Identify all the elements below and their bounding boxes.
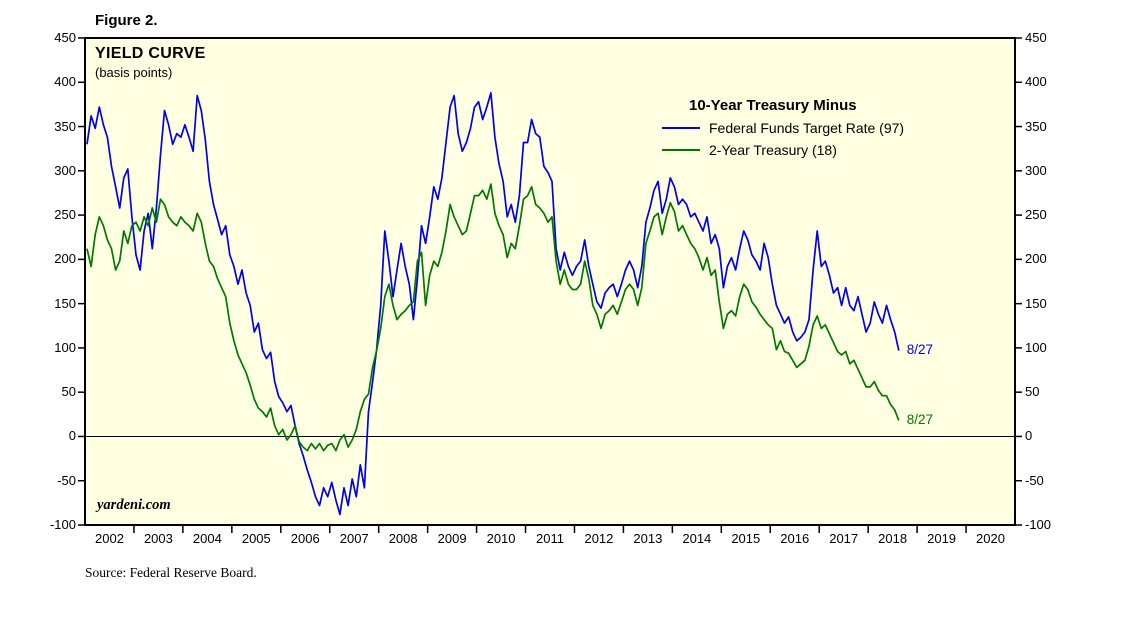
x-tick-label: 2009 [437, 531, 467, 546]
y-tick-label-left: 250 [54, 207, 76, 223]
watermark-yardeni: yardeni.com [97, 497, 171, 513]
y-tick-label-right: 100 [1025, 339, 1047, 355]
plot-border [84, 37, 1016, 526]
y-tick-label-left: 200 [54, 251, 76, 267]
y-tick-label-right: 400 [1025, 74, 1047, 90]
y-tick-label-right: 150 [1025, 295, 1047, 311]
series-line-1 [86, 183, 900, 452]
y-tick-label-right: 350 [1025, 118, 1047, 134]
chart-title: YIELD CURVE [95, 45, 206, 62]
y-tick-label-right: 450 [1025, 30, 1047, 45]
y-tick-label-right: -50 [1025, 472, 1044, 488]
figure-label: Figure 2. [95, 12, 158, 29]
x-tick-label: 2002 [95, 531, 124, 546]
x-tick-label: 2010 [486, 531, 516, 546]
source-note: Source: Federal Reserve Board. [85, 565, 257, 580]
y-tick-label-right: 0 [1025, 428, 1033, 444]
y-tick-label-right: 50 [1025, 384, 1040, 400]
x-tick-label: 2015 [731, 531, 761, 546]
y-tick-label-left: 0 [68, 428, 76, 444]
x-tick-label: 2007 [339, 531, 369, 546]
legend: 10-Year Treasury Minus Federal Funds Tar… [662, 97, 904, 161]
legend-item-label-fed-funds: Federal Funds Target Rate (97) [709, 120, 905, 136]
x-tick-label: 2017 [829, 531, 859, 546]
legend-item-label-2-year: 2-Year Treasury (18) [709, 142, 837, 158]
y-tick-label-left: -50 [57, 472, 76, 488]
y-tick-label-right: 300 [1025, 162, 1047, 178]
y-tick-label-right: 200 [1025, 251, 1047, 267]
legend-title: 10-Year Treasury Minus [689, 97, 857, 114]
y-tick-label-left: 150 [54, 295, 76, 311]
y-tick-label-left: 350 [54, 118, 76, 134]
y-tick-label-left: 100 [54, 339, 76, 355]
x-tick-label: 2004 [192, 531, 222, 546]
x-tick-label: 2013 [633, 531, 663, 546]
chart-subtitle: (basis points) [95, 65, 173, 80]
x-tick-label: 2006 [290, 531, 320, 546]
series-end-date-label-green: 8/27 [906, 411, 934, 427]
blue-line-swatch-icon [662, 127, 700, 129]
y-tick-label-left: 50 [61, 384, 76, 400]
x-tick-label: 2014 [682, 531, 712, 546]
x-tick-label: 2012 [584, 531, 614, 546]
y-tick-label-left: -100 [49, 517, 76, 532]
y-tick-label-left: 450 [54, 30, 76, 45]
green-line-swatch-icon [662, 149, 700, 151]
x-tick-label: 2005 [241, 531, 271, 546]
x-tick-label: 2019 [927, 531, 957, 546]
x-tick-label: 2011 [536, 531, 564, 546]
y-tick-label-left: 300 [54, 162, 76, 178]
legend-item-fed-funds: Federal Funds Target Rate (97) [662, 117, 904, 139]
series-end-date-label-blue: 8/27 [906, 341, 934, 357]
series-line-0 [86, 92, 900, 516]
x-tick-label: 2003 [143, 531, 173, 546]
x-tick-label: 2016 [780, 531, 810, 546]
y-tick-label-left: 400 [54, 74, 76, 90]
x-tick-label: 2008 [388, 531, 418, 546]
x-tick-label: 2018 [878, 531, 908, 546]
plot-background [85, 38, 1015, 525]
y-tick-label-right: 250 [1025, 207, 1047, 223]
y-tick-label-right: -100 [1025, 517, 1052, 532]
legend-item-2-year: 2-Year Treasury (18) [662, 139, 904, 161]
x-tick-label: 2020 [976, 531, 1005, 546]
